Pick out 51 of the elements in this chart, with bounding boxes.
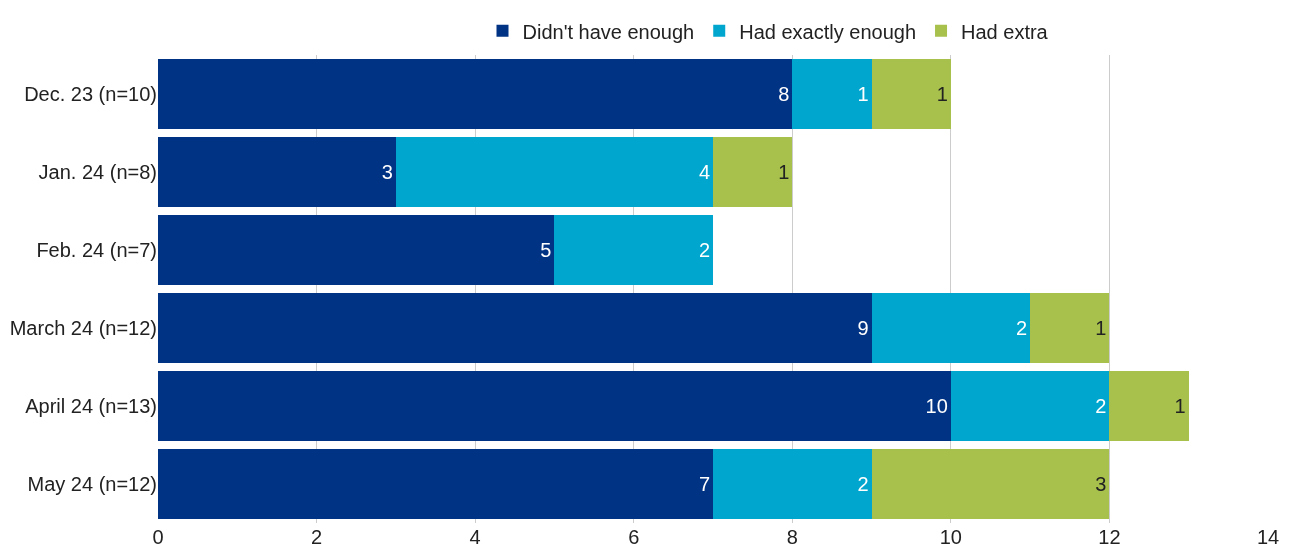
y-tick-label: April 24 (n=13) <box>25 395 157 417</box>
data-label: 9 <box>857 317 869 339</box>
bar <box>1109 370 1189 442</box>
y-tick-label: Dec. 23 (n=10) <box>24 83 157 105</box>
bar <box>158 214 555 286</box>
data-label: 1 <box>778 161 790 183</box>
data-label: 2 <box>698 239 710 261</box>
bar <box>1030 292 1110 364</box>
bar <box>871 448 1110 520</box>
bar <box>554 214 713 286</box>
legend-label: Had exactly enough <box>739 20 917 43</box>
bar <box>713 136 793 208</box>
bar <box>158 448 713 520</box>
x-tick-label: 10 <box>939 526 962 548</box>
bar <box>950 370 1110 442</box>
bar <box>792 58 872 130</box>
data-label: 1 <box>857 83 869 105</box>
x-tick-label: 14 <box>1256 526 1280 548</box>
y-tick-label: May 24 (n=12) <box>27 473 157 495</box>
x-tick-label: 0 <box>152 526 164 548</box>
bar <box>713 448 872 520</box>
bar <box>158 370 951 442</box>
data-label: 5 <box>540 239 552 261</box>
data-label: 2 <box>857 473 869 495</box>
data-label: 10 <box>925 395 948 417</box>
bar <box>158 58 793 130</box>
data-label: 1 <box>1174 395 1186 417</box>
x-tick-label: 8 <box>786 526 798 548</box>
y-tick-label: Jan. 24 (n=8) <box>38 161 157 183</box>
data-label: 1 <box>1095 317 1107 339</box>
data-label: 3 <box>1095 473 1107 495</box>
bar <box>395 136 713 208</box>
data-label: 3 <box>381 161 393 183</box>
y-tick-label: Feb. 24 (n=7) <box>36 239 157 261</box>
legend-label: Didn't have enough <box>522 20 695 43</box>
legend-label: Had extra <box>961 20 1049 43</box>
bar <box>871 292 1031 364</box>
data-label: 2 <box>1095 395 1107 417</box>
x-tick-label: 6 <box>628 526 640 548</box>
x-tick-label: 12 <box>1098 526 1121 548</box>
bar <box>158 292 872 364</box>
bar <box>871 58 951 130</box>
y-tick-label: March 24 (n=12) <box>9 317 157 339</box>
x-tick-label: 2 <box>311 526 323 548</box>
data-label: 1 <box>936 83 948 105</box>
data-label: 8 <box>778 83 790 105</box>
x-tick-label: 4 <box>469 526 481 548</box>
data-label: 4 <box>698 161 710 183</box>
data-label: 7 <box>698 473 710 495</box>
data-label: 2 <box>1016 317 1028 339</box>
bar <box>158 136 396 208</box>
